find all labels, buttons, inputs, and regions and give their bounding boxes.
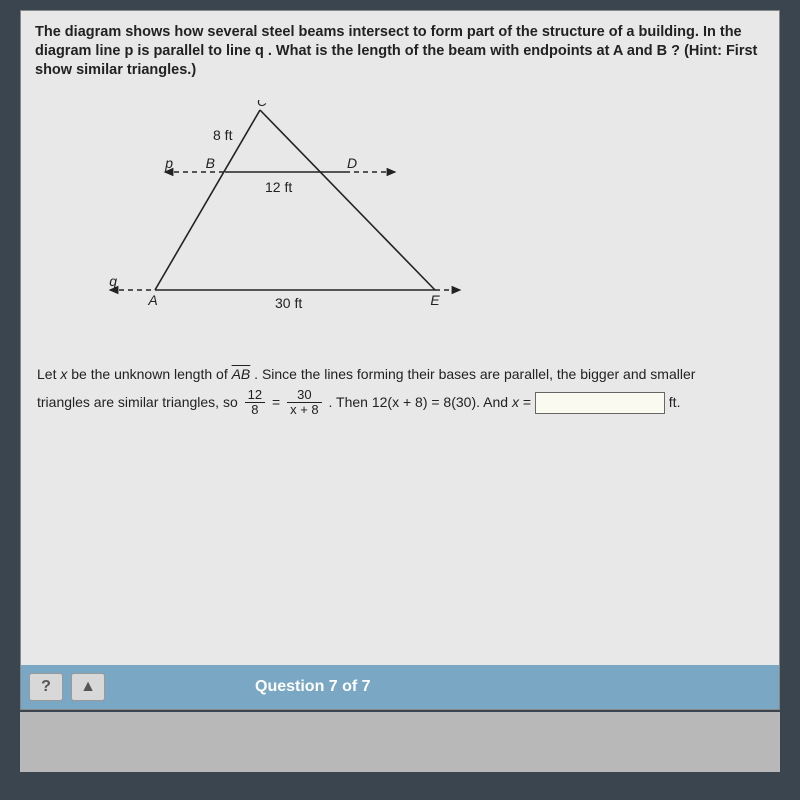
answer-input[interactable] (535, 392, 665, 414)
eq-sign: = (272, 394, 284, 410)
sol-2d: = (519, 394, 535, 410)
lower-strip (20, 712, 780, 772)
prompt-text: The diagram shows how several steel beam… (35, 23, 765, 80)
warning-icon: ▲ (80, 678, 96, 696)
label-B: B (206, 155, 215, 171)
sol-x2: x (512, 394, 519, 410)
prompt-line-2: diagram line p is parallel to line q . W… (35, 43, 757, 59)
prompt-line-1: The diagram shows how several steel beam… (35, 24, 742, 40)
sol-1e: . Since the lines forming their bases ar… (250, 366, 695, 382)
label-q: q (109, 273, 117, 289)
label-E: E (430, 292, 440, 308)
measure-BD: 12 ft (265, 179, 292, 195)
frac2-num: 30 (287, 388, 322, 403)
help-icon: ? (41, 678, 51, 696)
fraction-2: 30 x + 8 (287, 388, 322, 418)
solution-block: Let x be the unknown length of AB . Sinc… (35, 360, 765, 418)
fraction-1: 12 8 (245, 388, 265, 418)
label-A: A (147, 292, 157, 308)
frac1-num: 12 (245, 388, 265, 403)
sol-1a: Let (37, 366, 60, 382)
sol-2a: triangles are similar triangles, so (37, 394, 242, 410)
label-C: C (257, 100, 268, 109)
sol-2b: . Then 12(x + 8) = 8(30). And (329, 394, 512, 410)
help-button[interactable]: ? (29, 673, 63, 701)
footer-bar: ? ▲ Question 7 of 7 (21, 665, 779, 709)
app-frame: The diagram shows how several steel beam… (0, 0, 800, 800)
label-p: p (164, 155, 173, 171)
frac1-den: 8 (245, 403, 265, 417)
warning-button[interactable]: ▲ (71, 673, 105, 701)
geometry-diagram: C B D A E p q 8 ft 12 ft 30 ft (65, 100, 465, 330)
sol-AB: AB (232, 366, 251, 382)
label-D: D (347, 155, 357, 171)
prompt-line-3: show similar triangles.) (35, 62, 196, 78)
frac2-den: x + 8 (287, 403, 322, 417)
question-progress: Question 7 of 7 (255, 678, 371, 696)
measure-BC: 8 ft (213, 127, 233, 143)
sol-1c: be the unknown length of (67, 366, 231, 382)
question-card: The diagram shows how several steel beam… (20, 10, 780, 710)
triangle-svg: C B D A E p q 8 ft 12 ft 30 ft (65, 100, 465, 330)
question-prompt: The diagram shows how several steel beam… (21, 11, 779, 430)
sol-unit: ft. (669, 394, 681, 410)
measure-AE: 30 ft (275, 295, 302, 311)
